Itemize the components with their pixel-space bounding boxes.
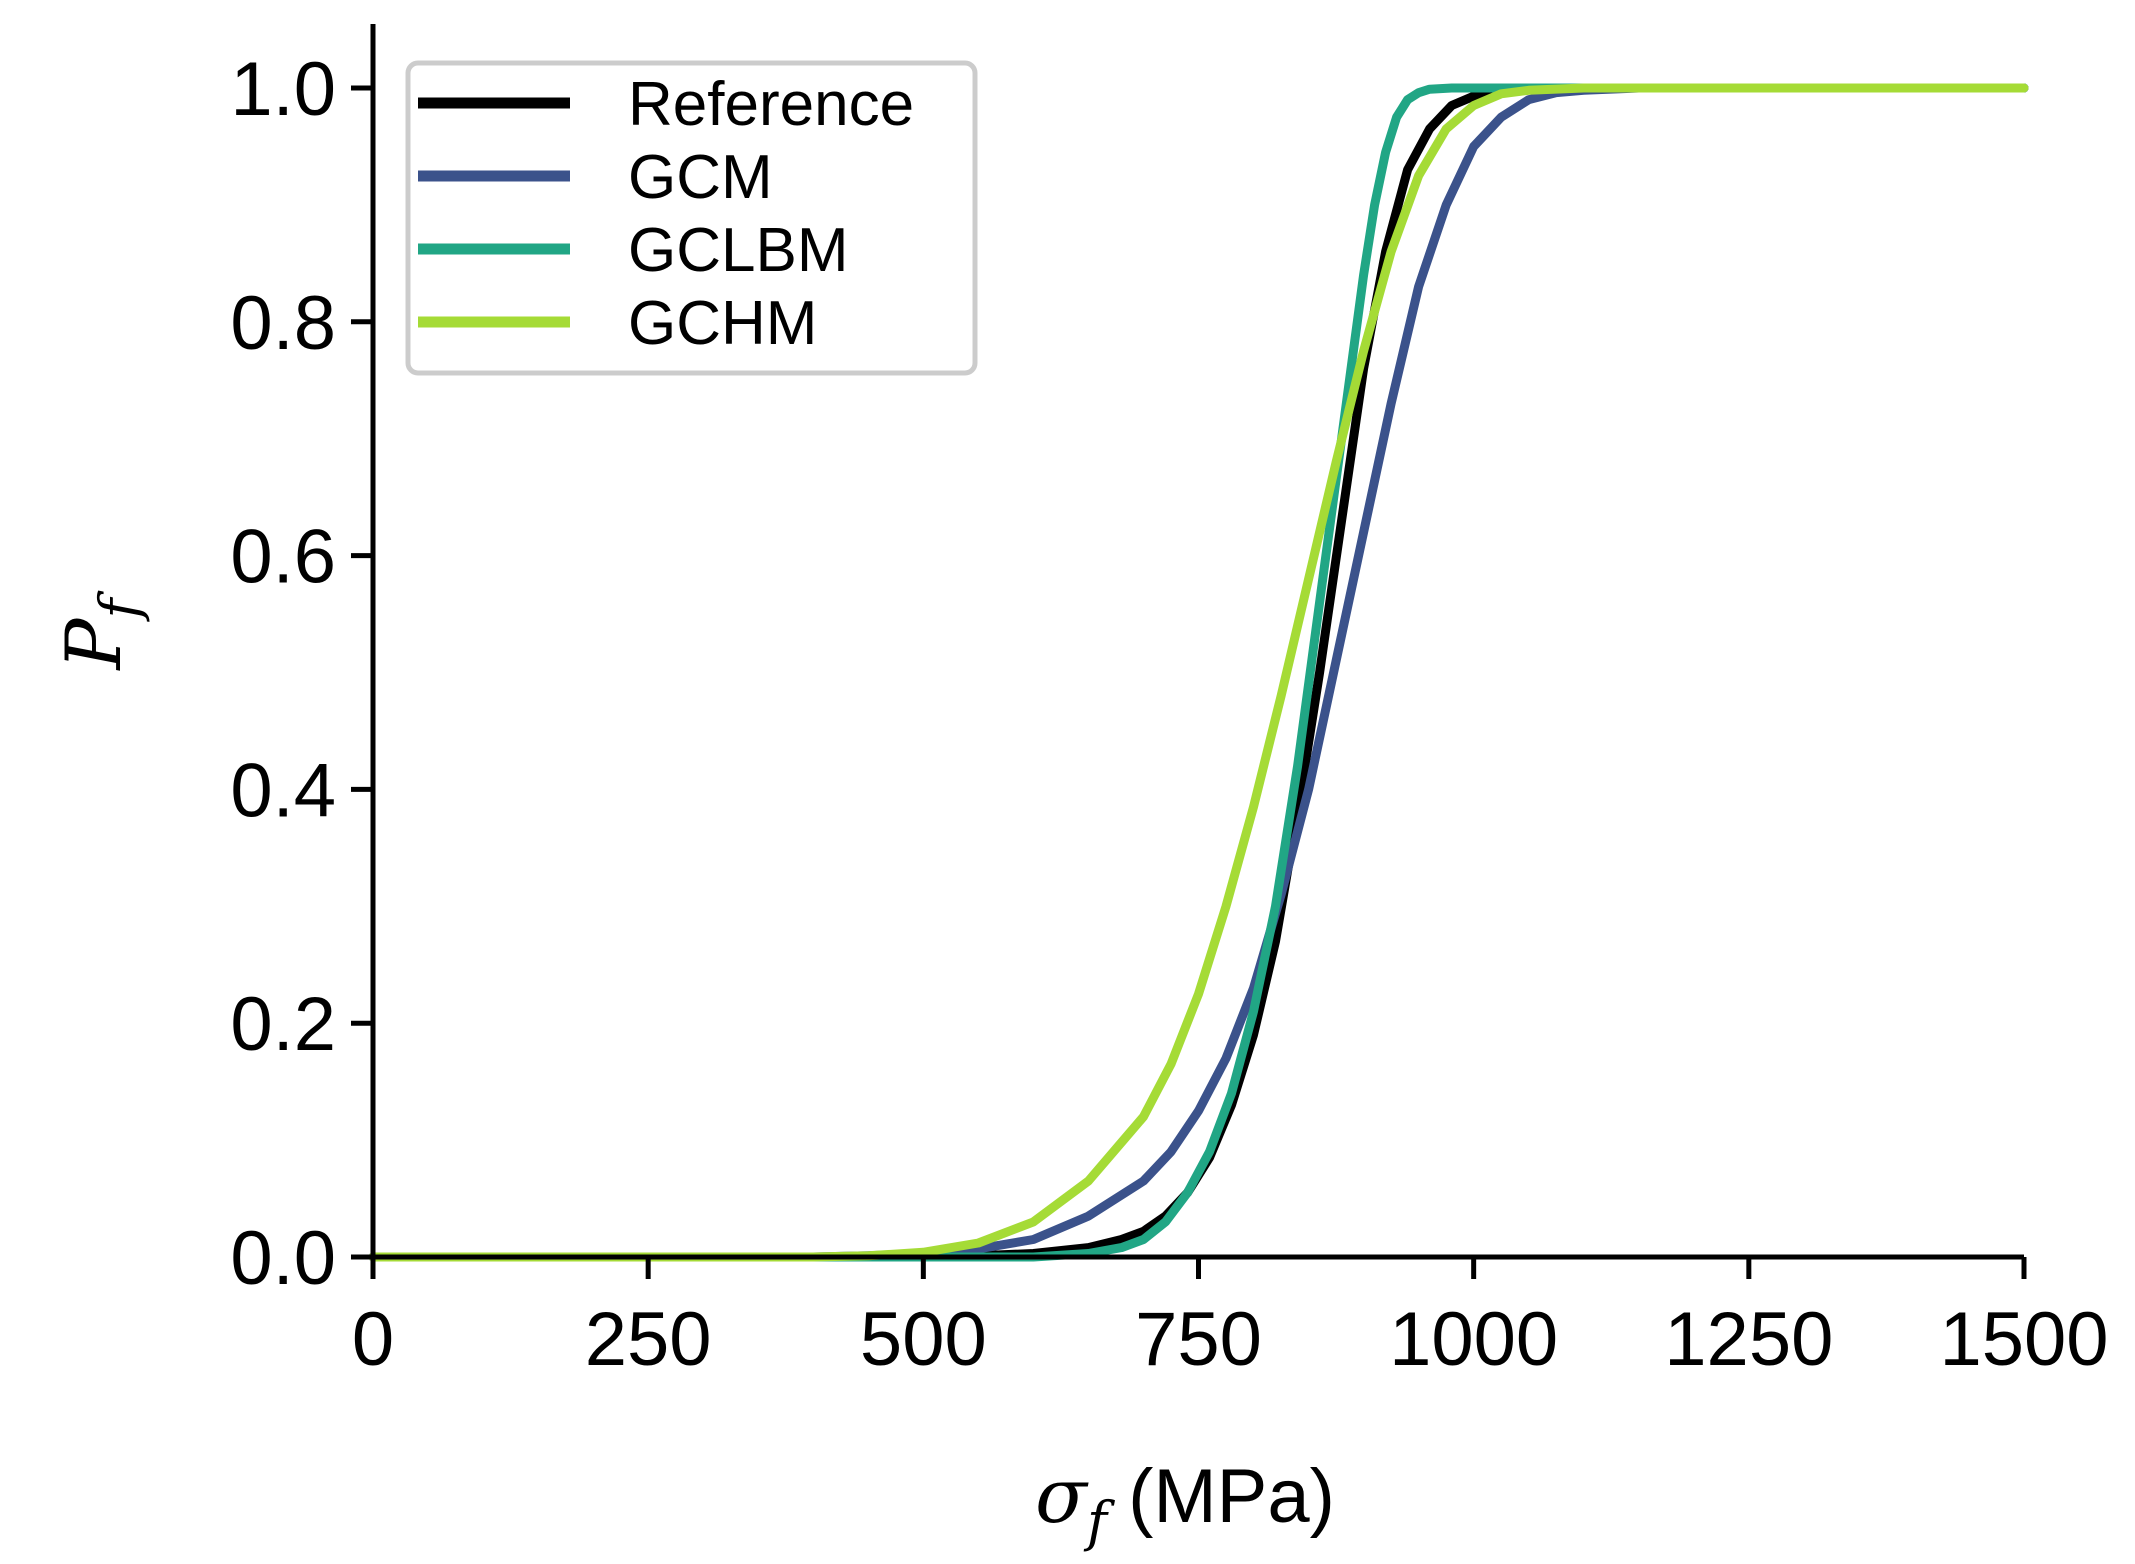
legend-label-gclbm: GCLBM xyxy=(628,216,848,285)
y-tick-label: 0.0 xyxy=(230,1216,336,1301)
y-axis-ticks: 0.0 0.2 0.4 0.6 0.8 1.0 xyxy=(230,47,373,1301)
y-tick-label: 0.2 xyxy=(230,982,336,1067)
series-line-gchm xyxy=(368,83,2029,1262)
x-tick-label: 500 xyxy=(860,1297,987,1382)
legend-label-gcm: GCM xyxy=(628,143,773,212)
x-axis-label-unit: (MPa) xyxy=(1128,1454,1335,1539)
x-axis-label: σf (MPa) xyxy=(1035,1451,1335,1553)
y-tick-label: 1.0 xyxy=(230,47,336,132)
legend-label-reference: Reference xyxy=(628,70,914,139)
x-tick-label: 1500 xyxy=(1939,1297,2108,1382)
x-tick-label: 250 xyxy=(585,1297,712,1382)
x-axis-ticks: 0 250 500 750 1000 1250 1500 xyxy=(352,1257,2109,1382)
series-layer xyxy=(368,83,2029,1262)
x-tick-label: 0 xyxy=(352,1297,394,1382)
x-axis-label-symbol: σ xyxy=(1035,1451,1089,1540)
series-line-gcm xyxy=(368,83,2029,1262)
y-axis-label-symbol: P xyxy=(49,617,138,672)
legend-frame xyxy=(405,60,978,376)
x-tick-label: 1250 xyxy=(1664,1297,1833,1382)
x-tick-label: 1000 xyxy=(1389,1297,1558,1382)
series-line-gclbm xyxy=(368,83,2029,1262)
y-tick-label: 0.8 xyxy=(230,281,336,366)
x-tick-label: 750 xyxy=(1135,1297,1262,1382)
x-axis-label-spacer xyxy=(1107,1454,1128,1539)
y-tick-label: 0.4 xyxy=(230,748,336,833)
legend-label-gchm: GCHM xyxy=(628,289,817,358)
y-tick-label: 0.6 xyxy=(230,515,336,600)
